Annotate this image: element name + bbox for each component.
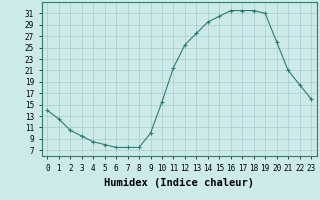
- X-axis label: Humidex (Indice chaleur): Humidex (Indice chaleur): [104, 178, 254, 188]
